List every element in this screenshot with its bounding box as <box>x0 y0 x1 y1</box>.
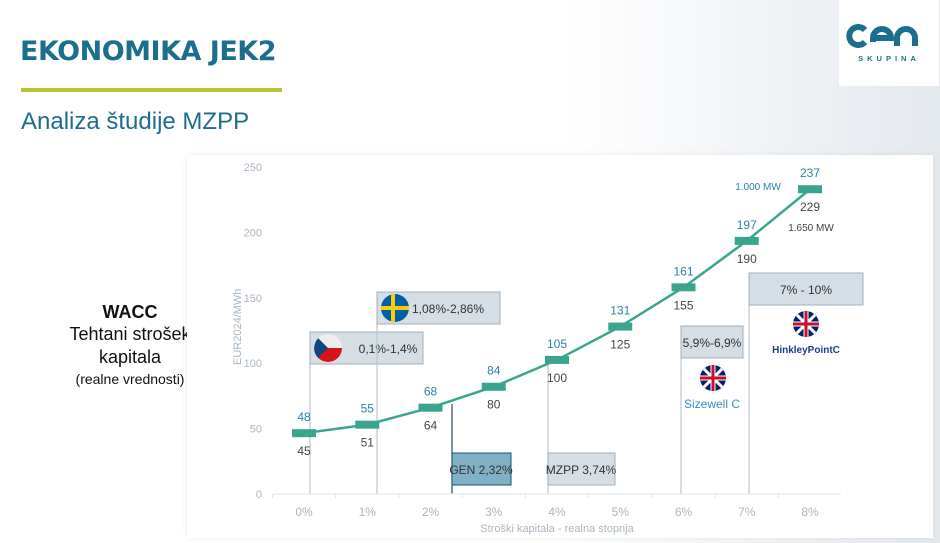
cost-marker <box>798 185 822 194</box>
uk-flag-icon <box>793 311 819 337</box>
x-tick-label: 8% <box>801 505 819 519</box>
annotation-box <box>451 452 512 486</box>
cost-marker <box>292 429 316 438</box>
annotation-box <box>680 325 744 359</box>
capacity-lower-label: 1.650 MW <box>788 223 834 234</box>
x-axis-label: Stroški kapitala - realna stopnja <box>480 523 634 535</box>
flag-cross-v <box>391 294 395 322</box>
wacc-line2: kapitala <box>98 347 162 367</box>
flag-blue <box>314 338 328 358</box>
wacc-line1: Tehtani strošek <box>69 324 191 344</box>
annotation-label: 0,1%-1,4% <box>359 342 418 356</box>
upper-value-label: 237 <box>800 166 820 180</box>
cost-marker <box>418 403 443 412</box>
x-tick-label: 5% <box>612 505 630 519</box>
lower-value-label: 51 <box>361 436 375 450</box>
gen-logo-mark-icon <box>846 24 918 48</box>
upper-value-label: 161 <box>673 264 693 278</box>
lower-value-label: 100 <box>547 371 567 385</box>
x-tick-label: 4% <box>548 505 566 519</box>
lower-value-label: 80 <box>487 398 501 412</box>
uk-flag-icon <box>700 365 726 391</box>
lower-value-label: 64 <box>424 419 438 433</box>
x-tick-label: 7% <box>738 505 756 519</box>
x-tick-label: 6% <box>675 505 693 519</box>
flag-cross-red <box>700 365 726 391</box>
annotation-box <box>547 452 616 486</box>
wacc-label: WACC Tehtani strošek kapitala (realne vr… <box>20 302 240 387</box>
logo-text: SKUPINA <box>858 54 920 63</box>
y-tick-label: 150 <box>244 293 262 305</box>
czech-flag-icon <box>314 334 342 362</box>
wacc-heading: WACC <box>102 302 158 322</box>
annotation-label: 7% - 10% <box>780 283 832 297</box>
upper-value-label: 68 <box>424 385 438 399</box>
gen-logo: SKUPINA <box>839 0 939 86</box>
y-tick-label: 200 <box>244 227 262 239</box>
cost-marker <box>608 322 633 331</box>
upper-value-label: 131 <box>610 304 630 318</box>
upper-value-label: 55 <box>361 402 375 416</box>
annotation-box <box>748 272 864 306</box>
upper-value-label: 48 <box>297 410 311 424</box>
page-title: EKONOMIKA JEK2 <box>20 36 277 67</box>
cost-marker <box>671 283 696 292</box>
cost-marker <box>355 420 380 429</box>
title-underline <box>21 88 282 92</box>
lower-value-label: 45 <box>297 444 311 458</box>
sweden-flag-icon <box>381 294 409 322</box>
upper-value-label: 84 <box>487 364 501 378</box>
capacity-upper-label: 1.000 MW <box>735 182 781 193</box>
lower-value-label: 229 <box>800 200 820 214</box>
y-tick-label: 0 <box>256 489 262 501</box>
y-tick-label: 100 <box>244 358 262 370</box>
y-tick-label: 250 <box>244 162 262 174</box>
wacc-note: (realne vrednosti) <box>75 371 185 387</box>
flag-cross-red <box>793 311 819 337</box>
x-tick-label: 1% <box>359 505 377 519</box>
page-subtitle: Analiza študije MZPP <box>21 108 250 135</box>
sizewell-c-logo: Sizewell C <box>684 397 740 411</box>
x-tick-label: 2% <box>422 505 440 519</box>
hinkley-point-c-logo: HinkleyPointC <box>772 345 840 356</box>
lower-value-label: 190 <box>737 252 757 266</box>
lower-value-label: 125 <box>610 338 630 352</box>
upper-value-label: 197 <box>737 218 757 232</box>
lower-value-label: 155 <box>673 298 693 312</box>
cost-marker <box>734 236 759 245</box>
annotation-label: GEN 2,32% <box>449 463 513 477</box>
cost-marker <box>545 355 569 364</box>
upper-value-label: 105 <box>547 337 567 351</box>
annotation-label: MZPP 3,74% <box>546 463 617 477</box>
annotation-label: 1,08%-2,86% <box>412 302 484 316</box>
x-tick-label: 3% <box>485 505 503 519</box>
annotation-label: 5,9%-6,9% <box>683 336 742 350</box>
cost-marker <box>481 382 506 391</box>
y-tick-label: 50 <box>250 424 262 436</box>
y-axis-label: EUR2024/MWh <box>232 289 244 365</box>
x-tick-label: 0% <box>295 505 313 519</box>
